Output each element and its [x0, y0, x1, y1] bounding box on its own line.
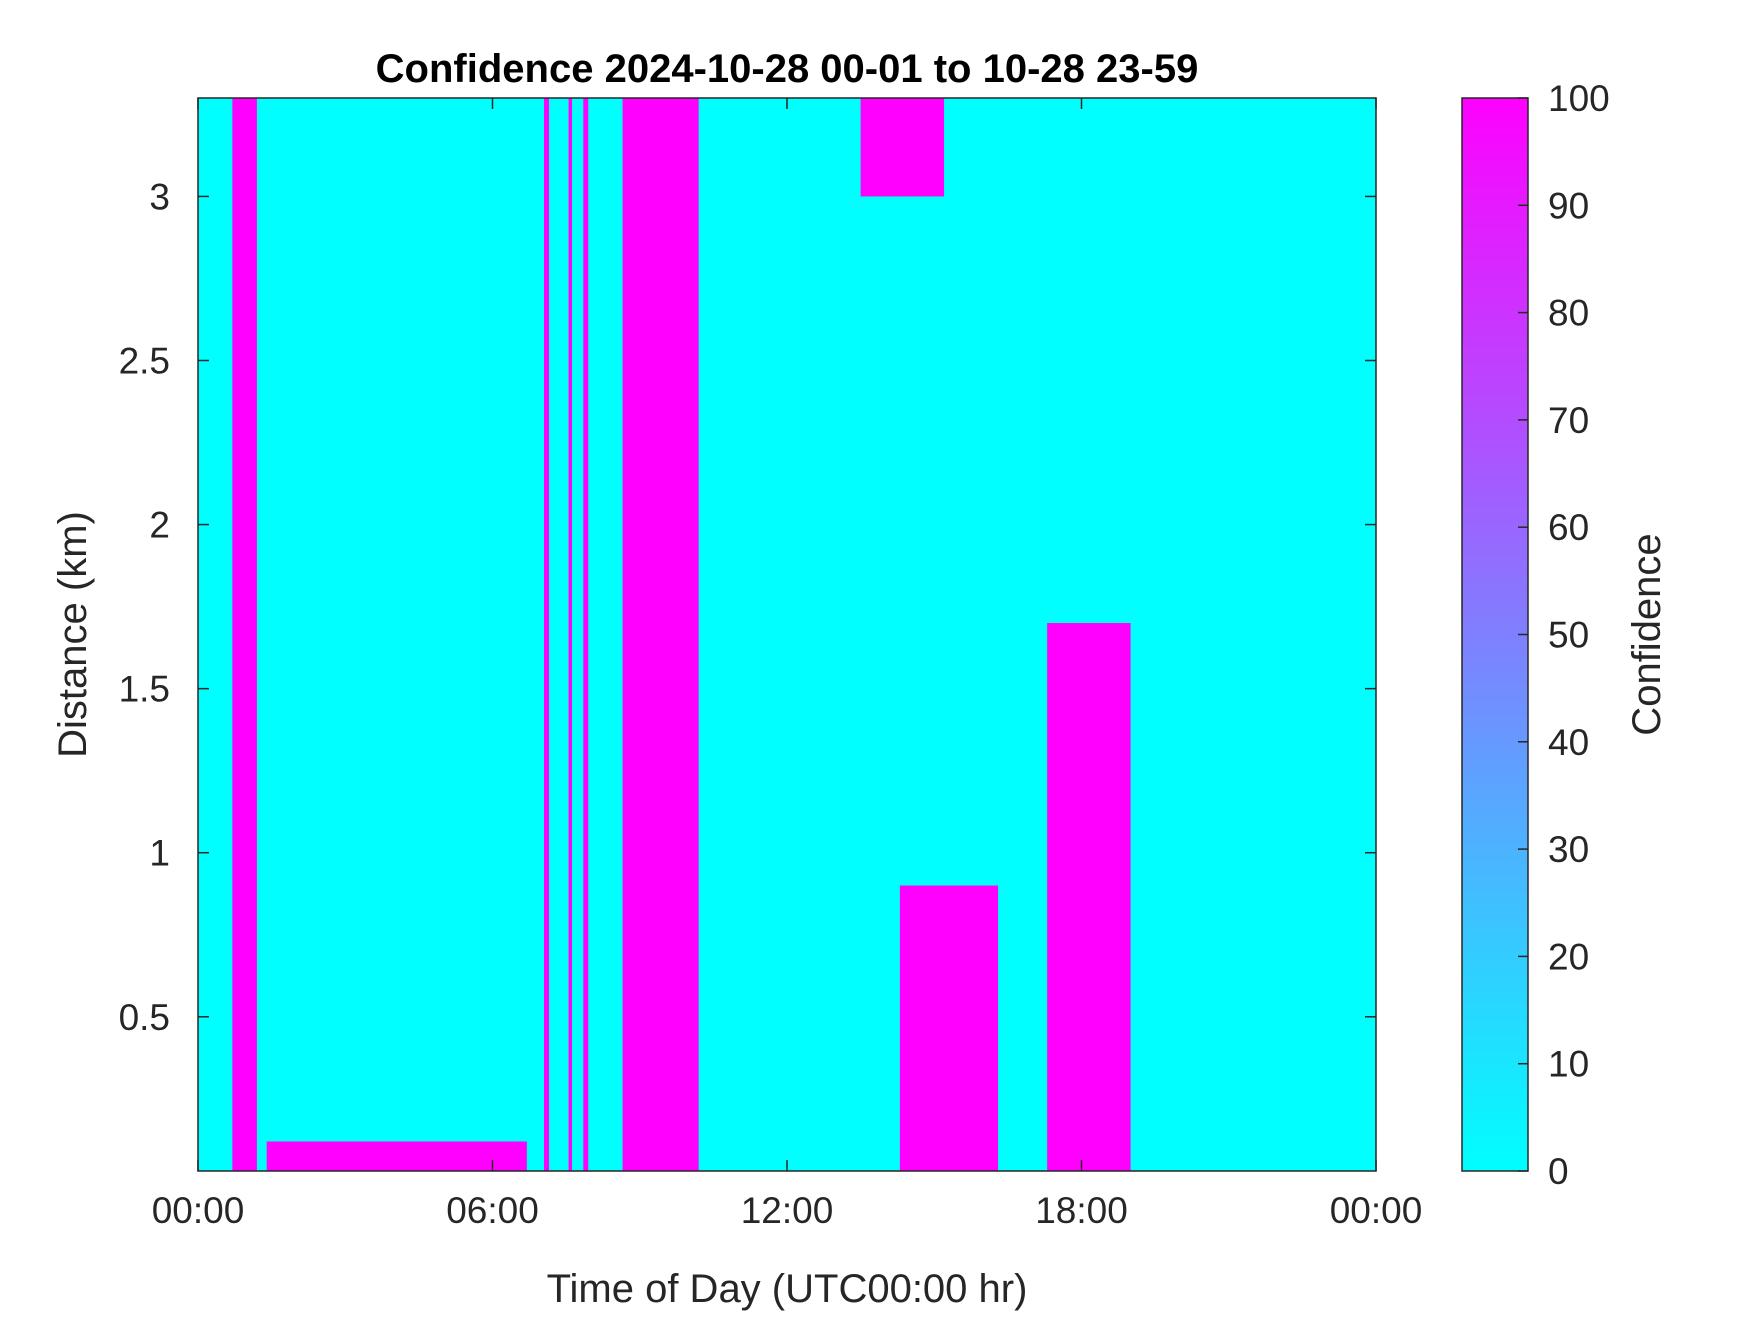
colorbar: 0 10 20 30 40 50 60 70 80 90 100: [1461, 78, 1610, 1192]
heatmap-region-1: [544, 98, 549, 1171]
heatmap-region-2: [568, 98, 573, 1171]
x-tick-label: 00:00: [152, 1190, 245, 1231]
y-tick-label: 3: [149, 176, 170, 217]
x-tick-label: 06:00: [446, 1190, 539, 1231]
heatmap-region-6: [899, 885, 999, 1171]
heatmap-region-8: [266, 1141, 527, 1171]
y-tick-label: 0.5: [119, 997, 170, 1038]
colorbar-tick-label: 30: [1548, 829, 1589, 870]
x-axis: 00:00 06:00 12:00 18:00 00:00: [152, 98, 1423, 1231]
heatmap-region-4: [232, 98, 257, 1171]
x-tick-label: 18:00: [1035, 1190, 1128, 1231]
heatmap-region-5: [860, 98, 945, 197]
colorbar-label: Confidence: [1625, 533, 1669, 735]
colorbar-tick-label: 0: [1548, 1151, 1569, 1192]
heatmap-region-7: [1047, 623, 1131, 1171]
heatmap-region-3: [583, 98, 589, 1171]
heatmap-region-0: [622, 98, 699, 1171]
x-axis-label: Time of Day (UTC00:00 hr): [547, 1267, 1028, 1311]
y-tick-label: 1.5: [119, 669, 170, 710]
colorbar-tick-label: 40: [1548, 722, 1589, 763]
colorbar-tick-label: 100: [1548, 78, 1610, 119]
heatmap-cells: [198, 98, 1376, 1171]
x-tick-label: 00:00: [1330, 1190, 1423, 1231]
y-tick-label: 1: [149, 833, 170, 874]
colorbar-tick-label: 20: [1548, 936, 1589, 977]
colorbar-tick-label: 80: [1548, 293, 1589, 334]
colorbar-tick-label: 60: [1548, 507, 1589, 548]
chart-title: Confidence 2024-10-28 00-01 to 10-28 23-…: [376, 47, 1199, 91]
y-axis: 0.5 1 1.5 2 2.5 3: [119, 176, 1376, 1038]
colorbar-tick-label: 90: [1548, 185, 1589, 226]
y-axis-label: Distance (km): [51, 511, 95, 758]
heatmap-background: [198, 98, 1376, 1171]
colorbar-tick-label: 70: [1548, 400, 1589, 441]
colorbar-tick-label: 50: [1548, 615, 1589, 656]
colorbar-tick-label: 10: [1548, 1044, 1589, 1085]
y-tick-label: 2: [149, 505, 170, 546]
x-tick-label: 12:00: [741, 1190, 834, 1231]
y-tick-label: 2.5: [119, 341, 170, 382]
colorbar-gradient: [1461, 97, 1529, 1172]
